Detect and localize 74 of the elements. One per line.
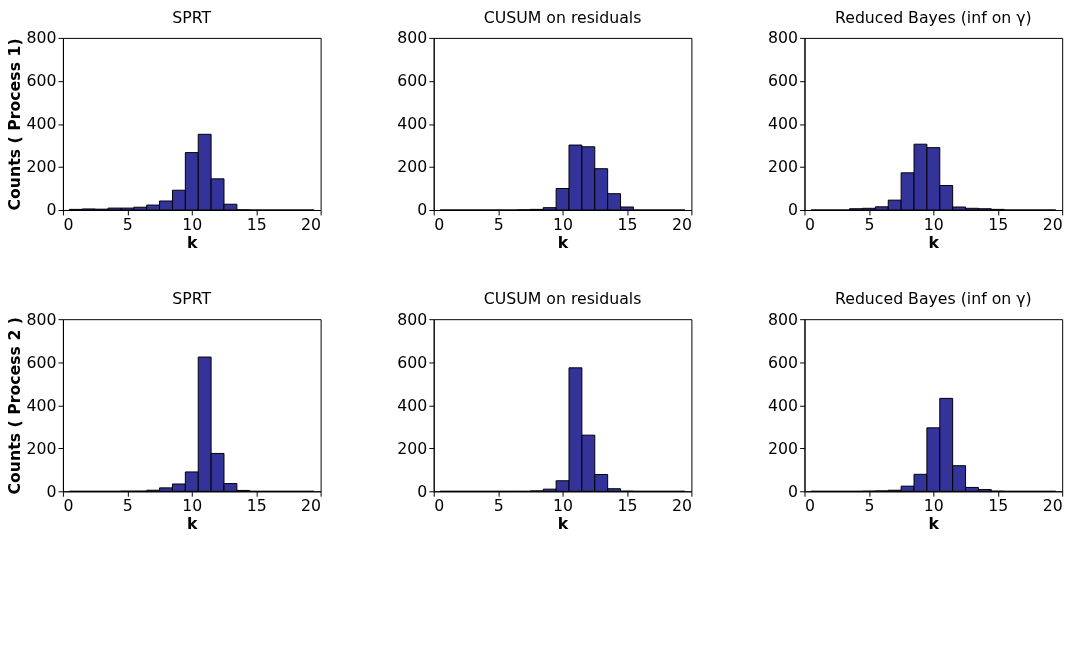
y-tick-label: 0: [417, 481, 428, 501]
y-tick-label: 200: [768, 157, 799, 177]
y-tick-label: 800: [397, 28, 428, 48]
x-tick-label: 15: [988, 215, 1009, 235]
x-tick-label: 20: [301, 215, 322, 235]
chart-title: CUSUM on residuals: [483, 8, 642, 28]
x-tick-label: 20: [301, 496, 322, 516]
x-tick-label: 10: [923, 496, 944, 516]
y-tick-label: 0: [417, 200, 428, 220]
y-tick-label: 600: [397, 352, 428, 372]
x-axis-title: k: [557, 514, 569, 534]
x-tick-label: 10: [182, 496, 203, 516]
x-tick-label: 15: [246, 215, 267, 235]
x-axis-title: k: [187, 514, 199, 534]
x-tick-label: 20: [671, 215, 692, 235]
y-tick-label: 600: [768, 71, 799, 91]
x-tick-label: 10: [182, 215, 203, 235]
y-tick-label: 0: [788, 200, 799, 220]
x-tick-label: 20: [1042, 496, 1063, 516]
x-tick-label: 10: [923, 215, 944, 235]
chart-title: Reduced Bayes (inf on γ): [834, 8, 1032, 28]
x-axis-title: k: [928, 232, 940, 252]
y-tick-label: 400: [768, 114, 799, 134]
x-tick-label: 15: [246, 496, 267, 516]
x-tick-label: 15: [988, 496, 1009, 516]
x-tick-label: 10: [553, 215, 574, 235]
y-tick-label: 800: [397, 309, 428, 329]
y-tick-label: 200: [26, 438, 57, 458]
x-axis-title: k: [187, 232, 199, 252]
x-tick-label: 5: [864, 215, 875, 235]
y-tick-label: 800: [26, 28, 57, 48]
y-axis-title: Counts ( Process 1): [4, 38, 24, 211]
y-tick-label: 0: [46, 200, 57, 220]
x-tick-label: 15: [617, 496, 638, 516]
chart-title: SPRT: [172, 8, 212, 28]
chart-title: SPRT: [172, 289, 212, 309]
x-tick-label: 0: [63, 496, 74, 516]
y-tick-label: 800: [26, 309, 57, 329]
y-tick-label: 600: [768, 352, 799, 372]
chart-title: CUSUM on residuals: [483, 289, 642, 309]
x-tick-label: 20: [1042, 215, 1063, 235]
y-tick-label: 200: [397, 438, 428, 458]
x-tick-label: 10: [553, 496, 574, 516]
x-tick-label: 0: [63, 215, 74, 235]
y-tick-label: 600: [26, 352, 57, 372]
x-tick-label: 5: [864, 496, 875, 516]
y-tick-label: 200: [397, 157, 428, 177]
y-tick-label: 200: [26, 157, 57, 177]
x-tick-label: 5: [493, 215, 504, 235]
x-axis-title: k: [557, 232, 569, 252]
y-tick-label: 400: [26, 395, 57, 415]
x-tick-label: 5: [122, 496, 133, 516]
y-tick-label: 800: [768, 309, 799, 329]
x-axis-title: k: [928, 514, 940, 534]
y-tick-label: 400: [768, 395, 799, 415]
y-tick-label: 600: [26, 71, 57, 91]
y-tick-label: 400: [26, 114, 57, 134]
y-axis-title: Counts ( Process 2 ): [4, 316, 24, 495]
chart-title: Reduced Bayes (inf on γ): [834, 289, 1032, 309]
x-tick-label: 5: [122, 215, 133, 235]
x-tick-label: 0: [434, 215, 445, 235]
y-tick-label: 800: [768, 28, 799, 48]
x-tick-label: 20: [671, 496, 692, 516]
y-tick-label: 0: [788, 481, 799, 501]
x-tick-label: 0: [805, 215, 816, 235]
y-tick-label: 0: [46, 481, 57, 501]
x-tick-label: 0: [434, 496, 445, 516]
y-tick-label: 200: [768, 438, 799, 458]
x-tick-label: 0: [805, 496, 816, 516]
y-tick-label: 400: [397, 114, 428, 134]
x-tick-label: 15: [617, 215, 638, 235]
y-tick-label: 400: [397, 395, 428, 415]
x-tick-label: 5: [493, 496, 504, 516]
y-tick-label: 600: [397, 71, 428, 91]
